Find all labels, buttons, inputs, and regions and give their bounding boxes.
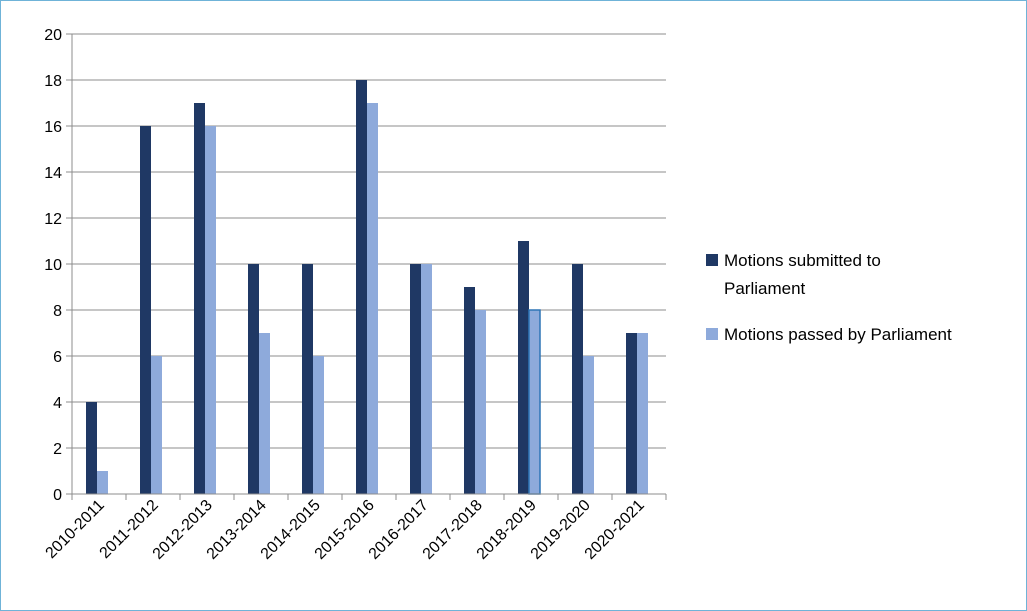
- y-axis: 0 2 4 6 8 10 12 14 16 18 20: [44, 27, 73, 504]
- y-tick-label: 14: [44, 165, 62, 182]
- y-tick-label: 18: [44, 73, 62, 90]
- legend-label: Motions passed by Parliament: [724, 325, 952, 344]
- x-axis: 2010-20112011-20122012-20132013-20142014…: [43, 493, 667, 563]
- bar-submitted: [86, 402, 97, 494]
- bar-submitted: [410, 264, 421, 494]
- y-tick-label: 20: [44, 27, 62, 44]
- y-tick-label: 16: [44, 119, 62, 136]
- gridlines: [72, 33, 666, 449]
- bar-submitted: [248, 264, 259, 494]
- bar-submitted: [140, 126, 151, 494]
- bar-submitted: [194, 103, 205, 494]
- y-tick-label: 6: [53, 349, 62, 366]
- bar-passed: [259, 333, 270, 494]
- bar-passed: [583, 356, 594, 494]
- legend: Motions submitted to Parliament Motions pa…: [706, 251, 952, 344]
- legend-label: Motions submitted to: [724, 251, 881, 270]
- bar-submitted: [464, 287, 475, 494]
- bar-passed: [97, 471, 108, 494]
- bars: [86, 80, 648, 495]
- bar-submitted: [356, 80, 367, 494]
- legend-swatch: [706, 254, 718, 266]
- y-tick-label: 4: [53, 395, 62, 412]
- bar-submitted: [626, 333, 637, 494]
- bar-submitted: [572, 264, 583, 494]
- bar-passed: [637, 333, 648, 494]
- y-tick-label: 8: [53, 303, 62, 320]
- y-tick-label: 12: [44, 211, 62, 228]
- bar-passed: [528, 309, 541, 495]
- legend-swatch: [706, 328, 718, 340]
- bar-passed: [421, 264, 432, 494]
- bar-submitted: [302, 264, 313, 494]
- y-tick-label: 2: [53, 441, 62, 458]
- bar-submitted: [518, 241, 529, 494]
- y-tick-label: 0: [53, 487, 62, 504]
- y-tick-label: 10: [44, 257, 62, 274]
- bar-passed: [367, 103, 378, 494]
- bar-passed: [475, 310, 486, 494]
- bar-passed: [205, 126, 216, 494]
- bar-passed: [151, 356, 162, 494]
- bar-passed: [313, 356, 324, 494]
- legend-label: Parliament: [724, 279, 806, 298]
